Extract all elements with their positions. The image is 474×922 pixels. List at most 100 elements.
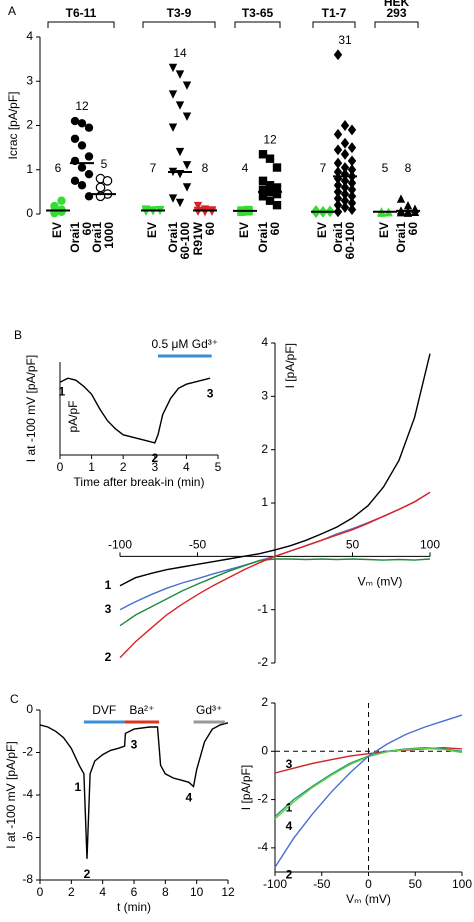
n-label: 8 [202, 161, 209, 175]
data-point [168, 90, 178, 99]
y-tick-label: 4 [26, 29, 33, 43]
data-point [182, 161, 192, 170]
data-point [311, 205, 321, 216]
n-label: 5 [101, 157, 108, 171]
data-point [70, 176, 80, 186]
group-name: T3-9 [167, 6, 192, 20]
series-label: 2 [105, 650, 112, 664]
data-point [340, 195, 350, 207]
data-point [175, 147, 185, 157]
series-line [119, 491, 431, 659]
data-point [340, 120, 350, 131]
category-label: R91W [191, 221, 205, 255]
group-bracket [47, 21, 115, 28]
data-point [396, 194, 406, 203]
x-tick-label: 12 [221, 885, 235, 899]
data-point [258, 176, 268, 186]
category-label: 60-100 [178, 222, 192, 260]
data-point [258, 192, 268, 201]
data-point [175, 70, 185, 79]
category-label: EV [145, 222, 159, 238]
x-tick-label: 0 [365, 877, 372, 891]
x-tick-label: 50 [409, 877, 423, 891]
series-label: 2 [286, 867, 293, 881]
x-tick-label: 2 [68, 885, 75, 899]
data-point [175, 198, 185, 208]
data-point [182, 112, 192, 121]
y-tick-label: 0 [26, 702, 33, 716]
category-label: Orai1 [90, 222, 104, 253]
y-axis-label: Icrac [pA/pF] [6, 91, 20, 159]
data-point [340, 175, 350, 187]
y-tick-label: -8 [22, 872, 33, 886]
panel-label: B [14, 328, 22, 342]
data-point [193, 201, 203, 211]
data-point [333, 166, 343, 178]
data-point [265, 196, 275, 205]
condition-label: 0.5 μM Gd³⁺ [152, 337, 219, 351]
series-label: 1 [286, 801, 293, 815]
group-name: 293 [386, 6, 406, 20]
condition-label: Gd³⁺ [196, 703, 222, 717]
data-point [403, 208, 413, 217]
y-tick-label: 1 [26, 162, 33, 176]
data-point [340, 148, 350, 160]
y-tick-label: 2 [26, 118, 33, 132]
category-label: EV [50, 222, 64, 238]
x-tick-label: 6 [131, 885, 138, 899]
data-point [50, 201, 59, 211]
data-point [403, 200, 413, 210]
data-point [333, 193, 343, 204]
trace-marker: 2 [151, 451, 158, 465]
data-point [168, 194, 178, 203]
data-point [333, 173, 343, 185]
data-point [70, 134, 80, 143]
data-point [333, 157, 343, 169]
y-axis-label: I [pA/pF] [283, 343, 297, 388]
category-label: 60-100 [343, 222, 357, 260]
n-label: 31 [338, 33, 352, 47]
n-label: 4 [242, 161, 249, 175]
n-label: 6 [55, 161, 62, 175]
group-bracket [142, 21, 216, 28]
x-tick-label: 4 [99, 885, 106, 899]
panel-label: C [10, 692, 19, 706]
data-point [84, 123, 94, 132]
condition-label: Ba²⁺ [129, 703, 154, 717]
data-point [77, 181, 87, 190]
x-tick-label: -50 [189, 538, 207, 552]
n-label: 14 [173, 46, 187, 60]
data-point [175, 101, 185, 110]
trace-marker: 4 [185, 790, 192, 804]
group-bracket [312, 21, 356, 28]
trace-marker: 3 [131, 737, 138, 751]
category-label: EV [237, 222, 251, 238]
series-label: 3 [286, 757, 293, 771]
y-tick-label: 4 [261, 335, 268, 349]
data-point [84, 152, 94, 161]
y-axis-label: I at -100 mV [pA/pF] [4, 741, 18, 848]
y-tick-label: -1 [257, 602, 268, 616]
x-tick-label: 0 [37, 885, 44, 899]
y-tick-label: -6 [22, 830, 33, 844]
data-point [57, 196, 66, 205]
data-point [396, 208, 406, 217]
scale-label: pA/pF [66, 400, 80, 432]
y-axis-label: I at -100 mV [pA/pF] [24, 355, 38, 462]
n-label: 7 [320, 161, 327, 175]
category-label: Orai1 [166, 222, 180, 253]
category-label: Orai1 [394, 222, 408, 253]
x-axis-label: t (min) [117, 900, 151, 914]
x-tick-label: 8 [162, 885, 169, 899]
data-point [207, 207, 217, 216]
x-tick-label: -100 [108, 538, 132, 552]
trace-marker: 1 [59, 384, 66, 398]
series-line [39, 722, 229, 859]
data-point [333, 206, 343, 218]
y-tick-label: 0 [26, 206, 33, 220]
category-label: 60 [80, 222, 94, 236]
x-tick-label: 1 [88, 460, 95, 474]
y-tick-label: 2 [261, 695, 268, 709]
data-point [102, 176, 113, 186]
